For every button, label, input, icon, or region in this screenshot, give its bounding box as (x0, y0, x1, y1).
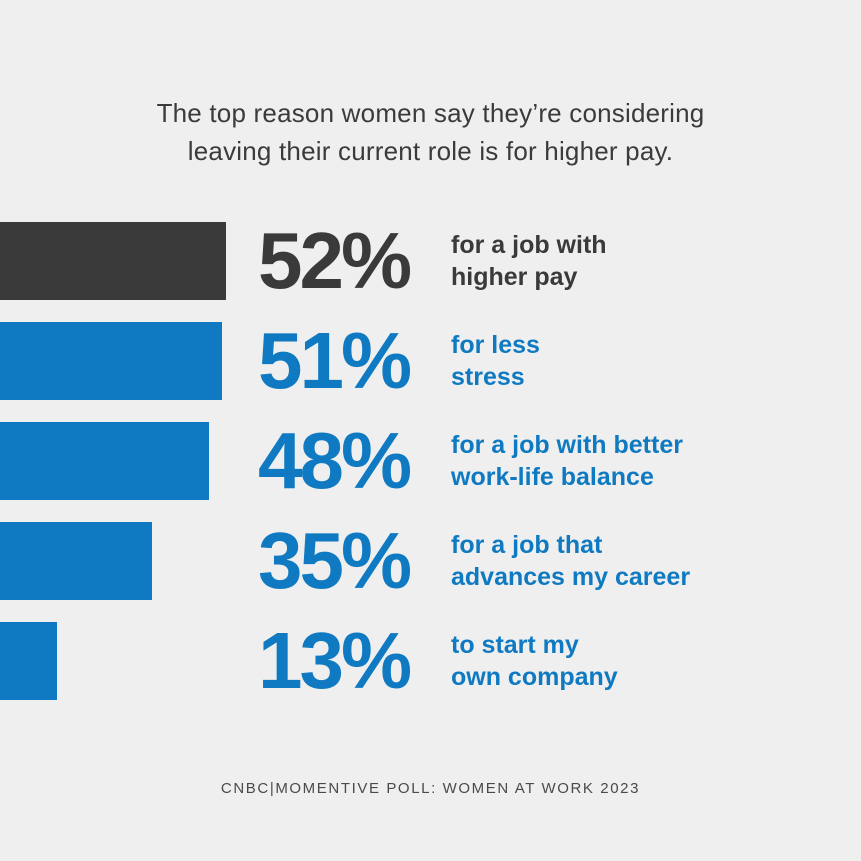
value-label-4: 35% (258, 516, 412, 605)
category-label-1-line-1: for a job with (451, 231, 607, 259)
category-label-5-line-1: to start my (451, 631, 579, 659)
category-label-5-line-2: own company (451, 663, 618, 691)
category-label-2-line-1: for less (451, 331, 540, 359)
category-label-2-line-2: stress (451, 363, 525, 391)
category-label-4-line-1: for a job that (451, 531, 603, 559)
value-label-1: 52% (258, 216, 412, 305)
value-label-2: 51% (258, 316, 412, 405)
bar-1 (0, 222, 226, 300)
category-label-1: for a job with higher pay (451, 229, 851, 293)
chart-title-line-1: The top reason women say they’re conside… (156, 98, 705, 128)
bar-2 (0, 322, 222, 400)
category-label-3-line-1: for a job with better (451, 431, 683, 459)
chart-title-line-2: leaving their current role is for higher… (187, 136, 674, 166)
category-label-4-line-2: advances my career (451, 563, 691, 591)
bar-3 (0, 422, 209, 500)
chart-title: The top reason women say they’re conside… (0, 94, 861, 170)
category-label-2: for less stress (451, 329, 851, 393)
value-label-5: 13% (258, 616, 412, 705)
source-credit: CNBC|MOMENTIVE POLL: WOMEN AT WORK 2023 (220, 780, 641, 797)
category-label-1-line-2: higher pay (451, 263, 578, 291)
category-label-3: for a job with better work-life balance (451, 429, 851, 493)
category-label-5: to start my own company (451, 629, 851, 693)
value-label-3: 48% (258, 416, 412, 505)
category-label-4: for a job that advances my career (451, 529, 851, 593)
category-label-3-line-2: work-life balance (451, 463, 654, 491)
bar-4 (0, 522, 152, 600)
bar-5 (0, 622, 57, 700)
